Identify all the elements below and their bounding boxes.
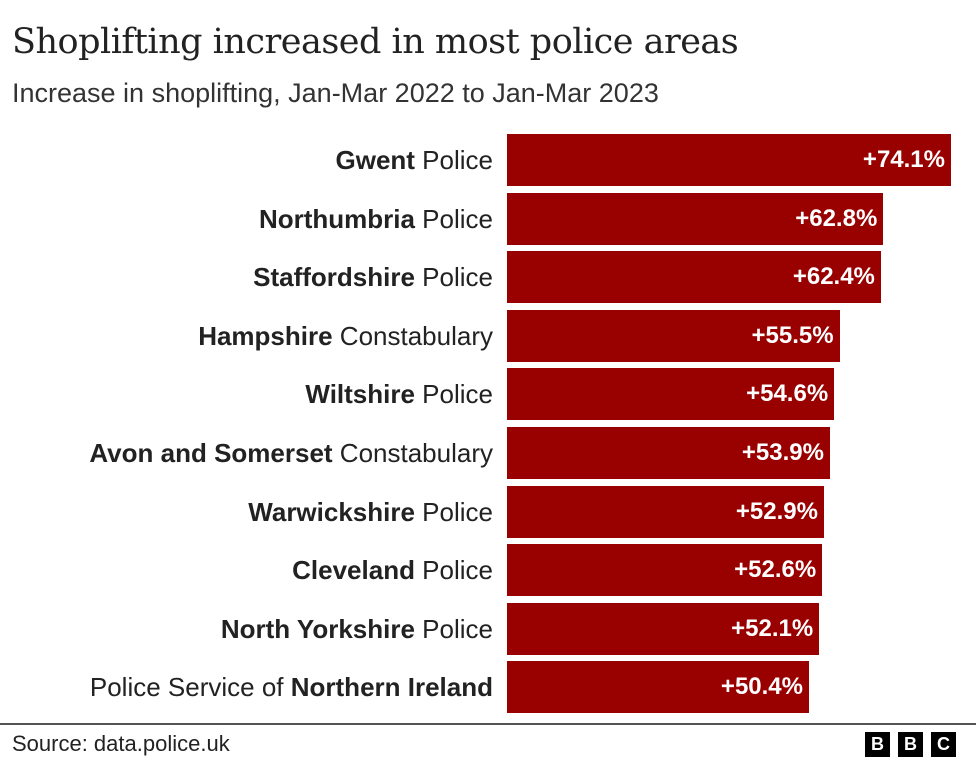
label-rest: Police bbox=[414, 555, 493, 586]
logo-letter: C bbox=[931, 732, 956, 757]
chart-title: Shoplifting increased in most police are… bbox=[12, 22, 739, 62]
label-bold: Wiltshire bbox=[305, 379, 415, 410]
source-note: Source: data.police.uk bbox=[12, 731, 230, 756]
data-label: +62.8% bbox=[795, 204, 878, 232]
bar bbox=[507, 661, 809, 714]
footer-divider bbox=[0, 723, 976, 725]
chart-subtitle: Increase in shoplifting, Jan-Mar 2022 to… bbox=[12, 78, 659, 108]
category-label: Police Service of Northern Ireland bbox=[90, 661, 493, 713]
label-rest: Police bbox=[414, 613, 493, 644]
category-label: Staffordshire Police bbox=[253, 251, 493, 303]
data-label: +52.1% bbox=[731, 614, 814, 642]
label-bold: Staffordshire bbox=[253, 262, 415, 293]
category-label: Warwickshire Police bbox=[248, 486, 493, 538]
label-rest: Constabulary bbox=[332, 438, 493, 468]
category-label: Gwent Police bbox=[336, 134, 494, 186]
bar bbox=[507, 309, 840, 362]
data-label: +55.5% bbox=[751, 321, 834, 349]
bar bbox=[507, 134, 951, 186]
data-label: +62.4% bbox=[792, 263, 875, 291]
label-bold: Avon and Somerset bbox=[89, 438, 333, 468]
label-rest: Police bbox=[414, 145, 493, 175]
bar bbox=[507, 544, 823, 597]
label-bold: North Yorkshire bbox=[220, 613, 415, 644]
label-rest: Police bbox=[414, 379, 493, 410]
label-bold: Northumbria bbox=[258, 203, 415, 234]
bar bbox=[507, 485, 824, 538]
category-label: Northumbria Police bbox=[259, 193, 493, 245]
data-label: +52.9% bbox=[735, 497, 818, 525]
logo-letter: B bbox=[865, 732, 890, 757]
category-label: Wiltshire Police bbox=[305, 368, 493, 420]
label-bold: Northern Ireland bbox=[290, 672, 493, 703]
bbc-logo: B B C bbox=[865, 732, 956, 757]
label-bold: Cleveland bbox=[292, 555, 415, 586]
category-label: Cleveland Police bbox=[292, 544, 493, 596]
bar bbox=[507, 427, 830, 479]
label-bold: Hampshire bbox=[198, 320, 333, 351]
label-prefix: Police Service of bbox=[89, 672, 291, 703]
data-label: +50.4% bbox=[720, 673, 803, 701]
data-label: +52.6% bbox=[734, 556, 817, 584]
label-rest: Constabulary bbox=[332, 320, 493, 351]
data-label: +74.1% bbox=[862, 146, 945, 173]
logo-letter: B bbox=[898, 732, 923, 757]
label-rest: Police bbox=[414, 203, 493, 234]
bar bbox=[507, 602, 820, 655]
bar bbox=[507, 192, 884, 245]
category-label: Hampshire Constabulary bbox=[198, 310, 493, 362]
label-rest: Police bbox=[414, 262, 493, 293]
category-label: Avon and Somerset Constabulary bbox=[89, 427, 493, 479]
category-label: North Yorkshire Police bbox=[221, 603, 493, 655]
label-bold: Warwickshire bbox=[248, 496, 415, 527]
bar bbox=[507, 368, 835, 421]
label-rest: Police bbox=[414, 496, 493, 527]
label-bold: Gwent bbox=[335, 145, 415, 175]
bar bbox=[507, 251, 881, 304]
data-label: +54.6% bbox=[746, 380, 829, 408]
data-label: +53.9% bbox=[741, 439, 824, 466]
